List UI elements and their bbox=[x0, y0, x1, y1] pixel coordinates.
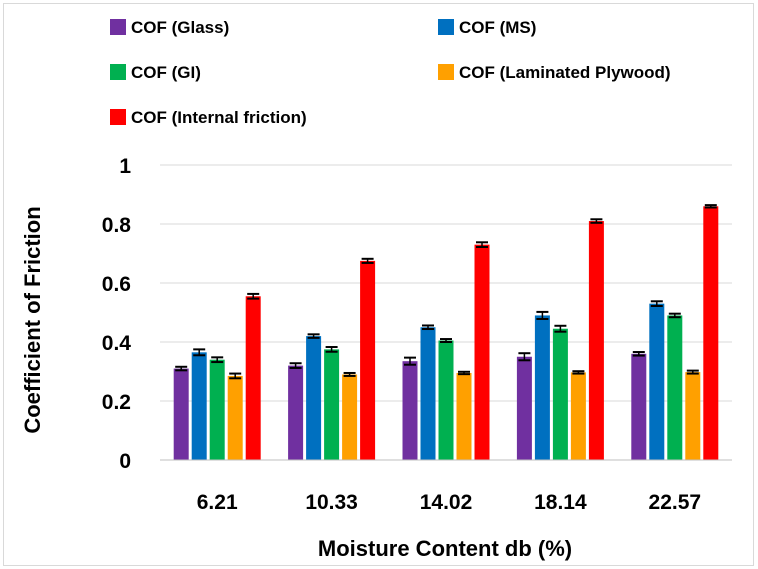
x-tick-label: 6.21 bbox=[197, 491, 238, 514]
error-bar bbox=[704, 204, 717, 209]
legend-label: COF (Glass) bbox=[131, 18, 229, 37]
legend-item: COF (Internal friction) bbox=[110, 108, 307, 127]
error-bar bbox=[229, 372, 242, 380]
bar bbox=[649, 303, 665, 460]
error-bar bbox=[361, 257, 374, 264]
bar bbox=[474, 244, 490, 460]
error-bar bbox=[632, 351, 645, 357]
bar bbox=[288, 365, 304, 460]
bar bbox=[173, 368, 189, 460]
x-tick-label: 10.33 bbox=[305, 491, 358, 514]
error-bar bbox=[343, 371, 356, 377]
legend-label: COF (Laminated Plywood) bbox=[459, 63, 671, 82]
bar bbox=[209, 359, 225, 460]
bar bbox=[227, 375, 243, 460]
legend-label: COF (GI) bbox=[131, 63, 201, 82]
legend-label: COF (MS) bbox=[459, 18, 536, 37]
legend-item: COF (Laminated Plywood) bbox=[438, 63, 671, 82]
chart-frame bbox=[3, 3, 754, 566]
error-bar bbox=[518, 352, 531, 362]
y-axis-title: Coefficient of Friction bbox=[20, 206, 45, 433]
error-bar bbox=[554, 324, 567, 333]
error-bar bbox=[211, 356, 224, 364]
bar bbox=[420, 327, 436, 460]
x-axis-title: Moisture Content db (%) bbox=[318, 536, 572, 561]
error-bar bbox=[686, 369, 699, 375]
bar bbox=[360, 260, 376, 460]
x-tick-label: 22.57 bbox=[649, 491, 702, 514]
y-tick-label: 0.8 bbox=[102, 214, 132, 237]
axes: 0 0.2 0.4 0.6 0.8 1 6.21 10.33 14.02 18.14 22.57 bbox=[102, 155, 732, 514]
bar bbox=[456, 372, 472, 460]
legend-item: COF (MS) bbox=[438, 18, 536, 37]
legend-label: COF (Internal friction) bbox=[131, 108, 307, 127]
legend: COF (Glass) COF (MS) COF (GI) COF (Laminate… bbox=[110, 18, 671, 127]
error-bar bbox=[289, 362, 302, 369]
legend-swatch bbox=[110, 19, 126, 35]
error-bar bbox=[476, 241, 488, 249]
error-bar bbox=[307, 333, 320, 339]
bar bbox=[570, 372, 586, 460]
bar bbox=[438, 340, 454, 460]
legend-swatch bbox=[110, 64, 126, 80]
error-bar bbox=[650, 300, 663, 308]
y-tick-label: 0.2 bbox=[102, 391, 131, 414]
bar bbox=[685, 372, 701, 460]
y-tick-label: 0 bbox=[119, 450, 131, 473]
legend-swatch bbox=[438, 64, 454, 80]
legend-swatch bbox=[438, 19, 454, 35]
error-bar bbox=[572, 370, 585, 375]
y-tick-label: 1 bbox=[119, 155, 131, 178]
x-tick-label: 18.14 bbox=[534, 491, 587, 514]
error-bar bbox=[193, 348, 206, 357]
bar bbox=[342, 374, 358, 460]
error-bar bbox=[247, 292, 260, 300]
error-bar bbox=[404, 356, 416, 366]
error-bar bbox=[325, 346, 338, 353]
bar bbox=[245, 296, 261, 460]
bar bbox=[191, 352, 207, 460]
legend-item: COF (GI) bbox=[110, 63, 201, 82]
error-bar bbox=[590, 218, 603, 224]
bar bbox=[552, 328, 568, 460]
y-tick-label: 0.6 bbox=[102, 273, 131, 296]
bar bbox=[588, 221, 604, 460]
error-bar bbox=[536, 310, 549, 320]
bar bbox=[703, 206, 719, 460]
error-bar bbox=[440, 338, 452, 343]
bar bbox=[324, 349, 340, 460]
bar bbox=[631, 353, 647, 460]
x-tick-label: 14.02 bbox=[420, 491, 473, 514]
bar bbox=[516, 356, 532, 460]
bar bbox=[667, 315, 683, 460]
y-tick-label: 0.4 bbox=[102, 332, 132, 355]
legend-swatch bbox=[110, 109, 126, 125]
bars bbox=[173, 204, 719, 460]
error-bar bbox=[668, 312, 681, 319]
legend-item: COF (Glass) bbox=[110, 18, 229, 37]
bar bbox=[534, 315, 550, 460]
error-bar bbox=[422, 324, 434, 331]
bar bbox=[402, 361, 418, 460]
bar bbox=[306, 336, 322, 460]
error-bar bbox=[175, 365, 188, 372]
error-bar bbox=[458, 370, 470, 376]
